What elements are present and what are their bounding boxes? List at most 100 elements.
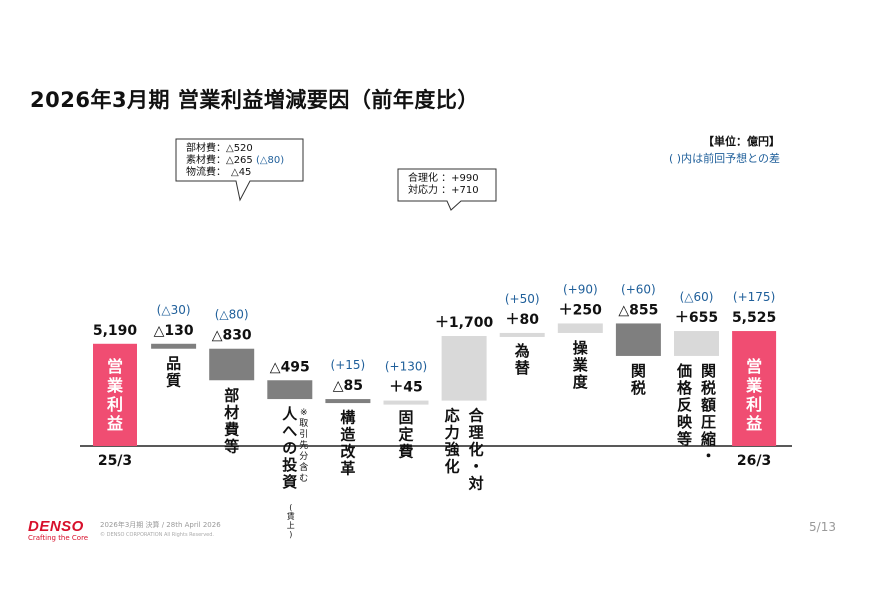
total-label-char: 利 bbox=[107, 395, 123, 414]
value-label-8: ＋80 bbox=[505, 312, 539, 328]
sublabel-char: 先 bbox=[299, 439, 308, 451]
total-label-char: 業 bbox=[106, 376, 124, 395]
sublabel2-char: 賃 bbox=[287, 511, 295, 521]
diff-label-11: (△60) bbox=[680, 290, 714, 304]
category-label-char: 固 bbox=[398, 408, 413, 426]
callout-line: 対応力 ：+710 bbox=[408, 183, 479, 196]
category-label-char: 関 bbox=[701, 362, 716, 380]
diff-label-8: (+50) bbox=[505, 292, 540, 306]
page-number: 5/13 bbox=[809, 520, 836, 534]
category-label-char: 投 bbox=[282, 456, 297, 474]
category-label-char: 対 bbox=[468, 475, 484, 493]
category-label-char: 圧 bbox=[701, 413, 716, 431]
diff-label-2: (△30) bbox=[157, 303, 191, 317]
bar-11 bbox=[674, 331, 719, 356]
value-label-1: 5,190 bbox=[93, 323, 138, 339]
callout-box-1 bbox=[175, 138, 304, 202]
category-label-char: 合 bbox=[468, 407, 485, 425]
sublabel-char: ※ bbox=[300, 408, 308, 418]
value-label-2: △130 bbox=[154, 323, 194, 339]
category-label-char: ・ bbox=[701, 447, 716, 465]
bar-4 bbox=[267, 380, 313, 400]
total-label-char: 営 bbox=[107, 357, 123, 376]
x-label-1: 25/3 bbox=[98, 453, 132, 469]
category-label-char: 資 bbox=[282, 473, 297, 491]
category-label-char: 造 bbox=[340, 425, 355, 443]
denso-logo: DENSO bbox=[28, 518, 84, 535]
value-label-3: △830 bbox=[212, 328, 252, 344]
category-label-char: 理 bbox=[469, 424, 484, 442]
callout-line: 部材費：△520 bbox=[186, 141, 253, 154]
category-label-char: 価 bbox=[676, 362, 692, 380]
value-label-4: △495 bbox=[270, 359, 310, 375]
callout-line: 物流費： △45 bbox=[186, 165, 251, 178]
value-label-9: ＋250 bbox=[559, 302, 602, 318]
bar-2 bbox=[151, 343, 197, 349]
category-label-char: 額 bbox=[700, 396, 716, 414]
category-label-char: 革 bbox=[340, 459, 355, 477]
category-label-char: 構 bbox=[340, 408, 355, 426]
sublabel-char: 引 bbox=[299, 429, 308, 440]
sublabel2-char: ) bbox=[289, 530, 292, 539]
sublabel2-char: ( bbox=[289, 503, 292, 512]
category-label-char: 度 bbox=[573, 373, 589, 391]
category-label-char: 映 bbox=[677, 413, 693, 431]
sublabel2-char: 上 bbox=[287, 521, 295, 530]
x-label-12: 26/3 bbox=[737, 453, 771, 469]
sublabel-char: む bbox=[299, 473, 308, 484]
bar-10 bbox=[615, 323, 661, 356]
bar-9 bbox=[557, 323, 603, 333]
category-label-char: 操 bbox=[573, 339, 589, 357]
diff-label-3: (△80) bbox=[215, 308, 249, 322]
sublabel-char: 取 bbox=[299, 418, 308, 429]
diff-label-5: (+15) bbox=[331, 358, 366, 372]
category-label-char: 力 bbox=[445, 424, 460, 442]
category-label-char: 替 bbox=[515, 359, 531, 377]
value-label-6: ＋45 bbox=[389, 380, 422, 396]
diff-label-6: (+130) bbox=[385, 360, 427, 374]
callout-box-2 bbox=[397, 168, 497, 211]
bar-1 bbox=[93, 343, 137, 446]
total-label-char: 益 bbox=[107, 414, 123, 433]
category-label-char: 為 bbox=[514, 342, 530, 360]
value-label-10: △855 bbox=[618, 302, 658, 318]
category-label-char: 縮 bbox=[701, 430, 716, 448]
category-label-char: 人 bbox=[282, 405, 298, 423]
bar-7 bbox=[441, 335, 487, 401]
category-label-char: 等 bbox=[677, 430, 692, 448]
category-label-char: 化 bbox=[445, 458, 460, 476]
value-label-12: 5,525 bbox=[732, 310, 776, 326]
category-label-char: 材 bbox=[224, 403, 239, 421]
category-label-char: 関 bbox=[631, 362, 646, 380]
callout-line: 素材費：△265 (△80) bbox=[186, 153, 284, 166]
total-label-char: 益 bbox=[746, 414, 762, 433]
value-label-7: ＋1,700 bbox=[435, 315, 494, 331]
category-label-char: 改 bbox=[340, 442, 356, 460]
sublabel-char: 分 bbox=[299, 451, 308, 462]
category-label-char: 応 bbox=[445, 407, 460, 425]
category-label-char: ・ bbox=[469, 458, 484, 476]
category-label-char: 品 bbox=[166, 355, 181, 373]
bar-6 bbox=[383, 400, 429, 405]
footer-info: 2026年3月期 決算 / 28th April 2026 bbox=[100, 521, 221, 529]
value-label-11: ＋655 bbox=[675, 310, 718, 326]
category-label-char: 質 bbox=[166, 372, 181, 390]
logo-tagline: Crafting the Core bbox=[28, 534, 89, 542]
bar-12 bbox=[732, 331, 777, 446]
value-label-5: △85 bbox=[333, 378, 363, 394]
total-label-char: 利 bbox=[746, 395, 762, 414]
callout-line: 合理化 ：+990 bbox=[408, 171, 479, 184]
category-label-char: 費 bbox=[224, 420, 239, 438]
category-label-char: 化 bbox=[469, 441, 484, 459]
total-label-char: 営 bbox=[746, 357, 762, 376]
diff-note: ( )内は前回予想との差 bbox=[669, 152, 780, 165]
sublabel-char: 含 bbox=[299, 461, 308, 473]
category-label-char: の bbox=[282, 439, 297, 457]
diff-label-10: (+60) bbox=[621, 282, 656, 296]
bar-8 bbox=[499, 332, 545, 337]
category-label-char: 等 bbox=[224, 437, 239, 455]
page-title: 2026年3月期 営業利益増減要因（前年度比） bbox=[30, 88, 479, 112]
unit-label: 【単位：億円】 bbox=[703, 135, 780, 148]
copyright: © DENSO CORPORATION All Rights Reserved. bbox=[100, 532, 214, 538]
